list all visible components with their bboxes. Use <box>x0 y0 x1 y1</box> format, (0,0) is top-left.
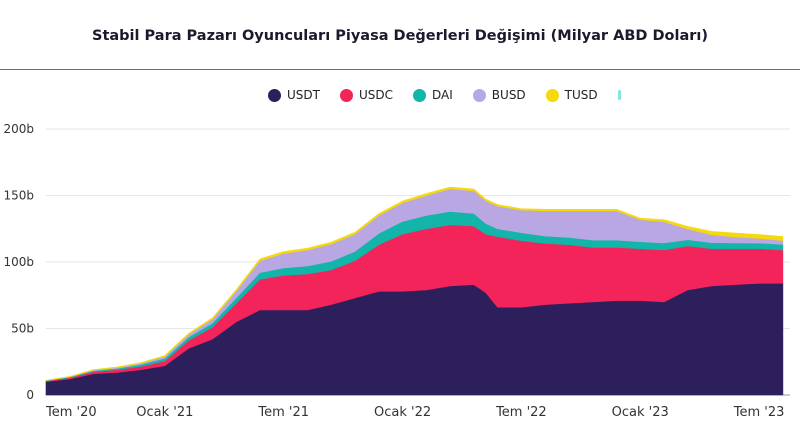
legend-swatch-busd <box>472 88 486 102</box>
x-tick-label: Ocak '21 <box>136 405 193 420</box>
y-tick-label: 200b <box>3 122 34 136</box>
y-tick-label: 0 <box>26 388 34 402</box>
legend-item-usdt[interactable]: USDT <box>268 88 320 102</box>
legend-label-usdc: USDC <box>358 88 394 102</box>
legend-swatch-usdc <box>339 88 353 102</box>
x-tick-label: Ocak '23 <box>612 405 669 420</box>
legend-swatch-tusd <box>545 88 559 102</box>
legend-label-usdt: USDT <box>287 88 320 102</box>
chart-title: Stabil Para Pazarı Oyuncuları Piyasa Değ… <box>92 28 708 44</box>
x-tick-label: Ocak '22 <box>374 405 431 420</box>
y-tick-label: 150b <box>3 189 34 203</box>
area-series-tusd[interactable] <box>45 186 784 381</box>
legend-item-busd[interactable]: BUSD <box>472 88 526 102</box>
legend-swatch-dai <box>413 88 427 102</box>
legend-label-tusd: TUSD <box>564 88 598 102</box>
y-tick-label: 50b <box>11 322 34 336</box>
legend-label-dai: DAI <box>432 88 453 102</box>
legend-item-dai[interactable]: DAI <box>413 88 453 102</box>
x-tick-label: Tem '22 <box>495 405 547 420</box>
legend-swatch-usdt <box>268 88 281 102</box>
chart-legend: USDT USDC DAI BUSD TUSD <box>268 88 621 102</box>
legend-label-busd: BUSD <box>491 88 526 102</box>
x-tick-label: Tem '20 <box>45 405 97 420</box>
area-series-usdt[interactable] <box>45 283 784 396</box>
title-divider <box>0 69 800 70</box>
legend-item-usdc[interactable]: USDC <box>339 88 394 102</box>
x-tick-label: Tem '23 <box>733 405 785 420</box>
x-tick-label: Tem '21 <box>257 405 309 420</box>
y-tick-label: 100b <box>3 255 34 269</box>
legend-more-indicator[interactable] <box>617 90 621 100</box>
legend-item-tusd[interactable]: TUSD <box>545 88 598 102</box>
